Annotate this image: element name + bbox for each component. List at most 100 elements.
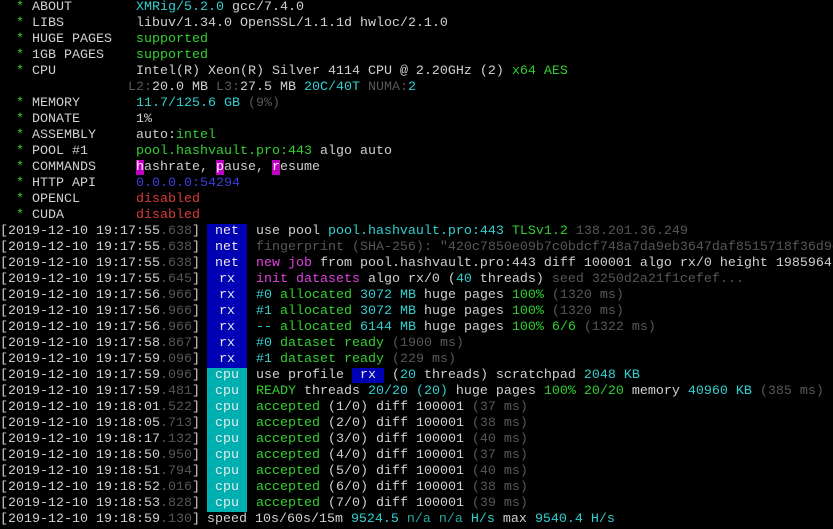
log-message-segment: 100% 20/20	[543, 384, 624, 399]
log-message-segment: allocated	[271, 304, 360, 319]
log-message-segment: (1322 ms)	[575, 320, 656, 335]
log-line: [2019-12-10 19:17:55.638] net fingerprint …	[0, 240, 833, 256]
log-message-segment: 2048 KB	[583, 368, 640, 383]
log-tag-cpu: cpu	[206, 432, 247, 448]
log-line: [2019-12-10 19:18:52.016] cpu accepted (6/…	[0, 480, 833, 496]
info-value-segment: 11.7/125.6 GB	[136, 96, 240, 111]
timestamp-close: ]	[191, 256, 200, 271]
log-message-segment: accepted	[255, 448, 320, 463]
log-message-segment: READY	[255, 384, 296, 399]
timestamp-main: [2019-12-10 19:17:56	[0, 320, 160, 335]
log-message-segment: accepted	[255, 464, 320, 479]
timestamp-ms: .794	[159, 464, 192, 479]
log-message-segment: 40960 KB	[687, 384, 752, 399]
log-timestamp: [2019-12-10 19:17:59.096]	[0, 368, 200, 384]
timestamp-close: ]	[191, 400, 200, 415]
log-timestamp: [2019-12-10 19:18:05.713]	[0, 416, 200, 432]
log-message-segment: (1320 ms)	[543, 304, 624, 319]
log-message-segment: allocated	[271, 288, 360, 303]
log-tag-cpu: cpu	[206, 448, 247, 464]
timestamp-ms: .638	[159, 224, 192, 239]
log-timestamp: [2019-12-10 19:17:55.638]	[0, 224, 200, 240]
info-value-segment: 1%	[136, 112, 152, 127]
log-timestamp: [2019-12-10 19:17:56.966]	[0, 288, 200, 304]
log-message-segment: (1/0) diff 100001	[319, 400, 464, 415]
star-bullet-icon: *	[16, 64, 24, 79]
log-message-segment: #0	[255, 336, 272, 351]
info-value-segment: L2:	[128, 80, 152, 95]
star-bullet-icon: *	[16, 0, 24, 15]
info-line: * COMMANDS hashrate, pause, resume	[0, 160, 833, 176]
info-label: ASSEMBLY	[32, 128, 96, 143]
log-line: [2019-12-10 19:17:55.638] net use pool poo…	[0, 224, 833, 240]
log-line: [2019-12-10 19:18:05.713] cpu accepted (2/…	[0, 416, 833, 432]
timestamp-ms: .950	[159, 448, 192, 463]
log-message-segment: (4/0) diff 100001	[319, 448, 464, 463]
star-bullet-icon: *	[16, 112, 24, 127]
log-tag-cpu: cpu	[206, 464, 247, 480]
log-tag-net: net	[206, 240, 247, 256]
log-message-segment: (37 ms)	[463, 400, 528, 415]
log-line: [2019-12-10 19:18:01.522] cpu accepted (1/…	[0, 400, 833, 416]
info-value-segment: 20.0 MB	[152, 80, 208, 95]
info-line: * LIBS libuv/1.34.0 OpenSSL/1.1.1d hwloc/…	[0, 16, 833, 32]
timestamp-close: ]	[191, 480, 200, 495]
info-value-segment: L3:	[208, 80, 240, 95]
log-line: [2019-12-10 19:17:59.096] cpu use profile …	[0, 368, 833, 384]
log-tag-rx: rx	[206, 320, 247, 336]
log-message-segment: max	[494, 512, 535, 527]
info-line: * CPU Intel(R) Xeon(R) Silver 4114 CPU @ …	[0, 64, 833, 80]
log-message-segment: (3/0) diff 100001	[319, 432, 464, 447]
log-message-segment: algo rx/0 (	[359, 272, 456, 287]
timestamp-main: [2019-12-10 19:17:59	[0, 352, 160, 367]
info-value-segment: (9%)	[239, 96, 280, 111]
log-timestamp: [2019-12-10 19:17:56.966]	[0, 304, 200, 320]
log-tag-net: net	[206, 256, 247, 272]
info-line: * CUDA disabled	[0, 208, 833, 224]
timestamp-close: ]	[191, 352, 200, 367]
timestamp-ms: .132	[159, 432, 192, 447]
info-label: DONATE	[32, 112, 80, 127]
log-tag-rx: rx	[206, 272, 247, 288]
timestamp-close: ]	[191, 432, 200, 447]
star-bullet-icon: *	[16, 16, 24, 31]
info-value-segment: XMRig/5.2.0	[136, 0, 224, 15]
info-value-segment: 27.5 MB	[240, 80, 296, 95]
info-value-segment: libuv/1.34.0 OpenSSL/1.1.1d hwloc/2.1.0	[136, 16, 448, 31]
timestamp-ms: .966	[159, 320, 192, 335]
timestamp-ms: .828	[159, 496, 192, 511]
timestamp-ms: .016	[159, 480, 192, 495]
info-value-segment: ause,	[223, 160, 272, 175]
log-message-segment: huge pages	[415, 304, 512, 319]
timestamp-close: ]	[191, 336, 200, 351]
log-message-segment: H/s	[462, 512, 495, 527]
log-message-segment: memory	[623, 384, 688, 399]
log-message-segment: accepted	[255, 400, 320, 415]
log-message-segment: init datasets	[255, 272, 360, 287]
timestamp-main: [2019-12-10 19:18:50	[0, 448, 160, 463]
timestamp-ms: .638	[159, 240, 192, 255]
log-message-segment: from pool.hashvault.pro:443 diff 100001 …	[311, 256, 832, 271]
log-timestamp: [2019-12-10 19:18:59.130]	[0, 512, 200, 528]
info-value-segment: auto:	[136, 128, 176, 143]
timestamp-main: [2019-12-10 19:17:56	[0, 304, 160, 319]
log-message-segment: dataset ready	[271, 352, 384, 367]
info-line: * ASSEMBLY auto:intel	[0, 128, 833, 144]
log-message-segment: pool.hashvault.pro:443	[327, 224, 504, 239]
log-message-segment: 3072 MB	[359, 288, 416, 303]
star-bullet-icon: *	[16, 176, 24, 191]
log-line: [2019-12-10 19:17:59.096] rx #1 dataset re…	[0, 352, 833, 368]
log-message-segment: 3072 MB	[359, 304, 416, 319]
log-message-segment: huge pages	[447, 384, 544, 399]
log-timestamp: [2019-12-10 19:17:59.096]	[0, 352, 200, 368]
log-message-segment: new job	[255, 256, 312, 271]
timestamp-close: ]	[191, 304, 200, 319]
timestamp-ms: .645	[159, 272, 192, 287]
timestamp-main: [2019-12-10 19:18:53	[0, 496, 160, 511]
log-line: [2019-12-10 19:18:51.794] cpu accepted (5/…	[0, 464, 833, 480]
star-bullet-icon: *	[16, 208, 24, 223]
log-message-segment: (7/0) diff 100001	[319, 496, 464, 511]
log-line: [2019-12-10 19:17:55.645] rx init datasets…	[0, 272, 833, 288]
info-line: * 1GB PAGES supported	[0, 48, 833, 64]
